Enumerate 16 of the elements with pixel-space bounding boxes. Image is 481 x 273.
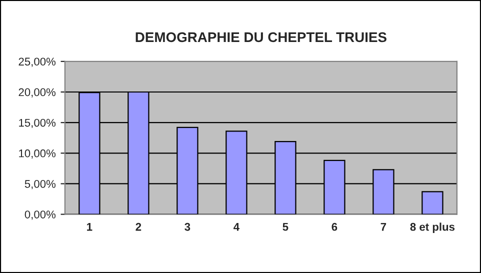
x-tick-label: 8 et plus: [410, 222, 455, 233]
y-tick-label: 5,00%: [24, 180, 56, 190]
x-tick-label: 6: [332, 222, 338, 231]
x-tick-label: 5: [282, 223, 288, 231]
x-tick-label: 7: [380, 223, 386, 231]
x-tick-label: 2: [136, 222, 142, 231]
y-tick-label: 25,00%: [18, 58, 56, 67]
chart-title: DEMOGRAPHIE DU CHEPTEL TRUIES: [136, 32, 386, 42]
y-tick-label: 15,00%: [19, 118, 56, 128]
x-tick-label: 3: [184, 222, 190, 231]
bar: [422, 191, 444, 214]
y-tick-label: 0,00%: [24, 210, 56, 220]
y-tick-label: 10,00%: [19, 149, 56, 159]
x-tick-label: 4: [234, 223, 240, 231]
y-tick-label: 20,00%: [18, 88, 56, 98]
x-tick-label: 1: [87, 223, 92, 231]
